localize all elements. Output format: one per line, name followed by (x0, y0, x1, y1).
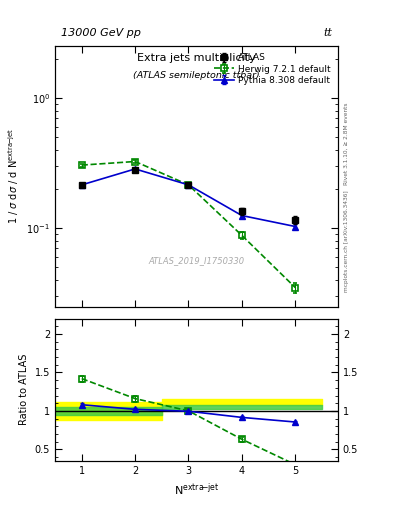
Text: 13000 GeV pp: 13000 GeV pp (61, 28, 141, 38)
Text: Extra jets multiplicity: Extra jets multiplicity (137, 53, 256, 62)
X-axis label: N$^{\rm extra\!\!-\!\!jet}$: N$^{\rm extra\!\!-\!\!jet}$ (174, 481, 219, 498)
Y-axis label: Ratio to ATLAS: Ratio to ATLAS (19, 354, 29, 425)
Text: mcplots.cern.ch [arXiv:1306.3436]: mcplots.cern.ch [arXiv:1306.3436] (344, 190, 349, 291)
Text: ATLAS_2019_I1750330: ATLAS_2019_I1750330 (149, 256, 244, 265)
Y-axis label: 1 / $\sigma$ d$\sigma$ / d N$^{\rm extra\!\!-\!\!jet}$: 1 / $\sigma$ d$\sigma$ / d N$^{\rm extra… (6, 129, 21, 224)
Text: (ATLAS semileptonic ttbar): (ATLAS semileptonic ttbar) (133, 71, 260, 80)
Text: tt: tt (323, 28, 332, 38)
Text: Rivet 3.1.10, ≥ 2.8M events: Rivet 3.1.10, ≥ 2.8M events (344, 102, 349, 185)
Legend: ATLAS, Herwig 7.2.1 default, Pythia 8.308 default: ATLAS, Herwig 7.2.1 default, Pythia 8.30… (211, 51, 334, 88)
